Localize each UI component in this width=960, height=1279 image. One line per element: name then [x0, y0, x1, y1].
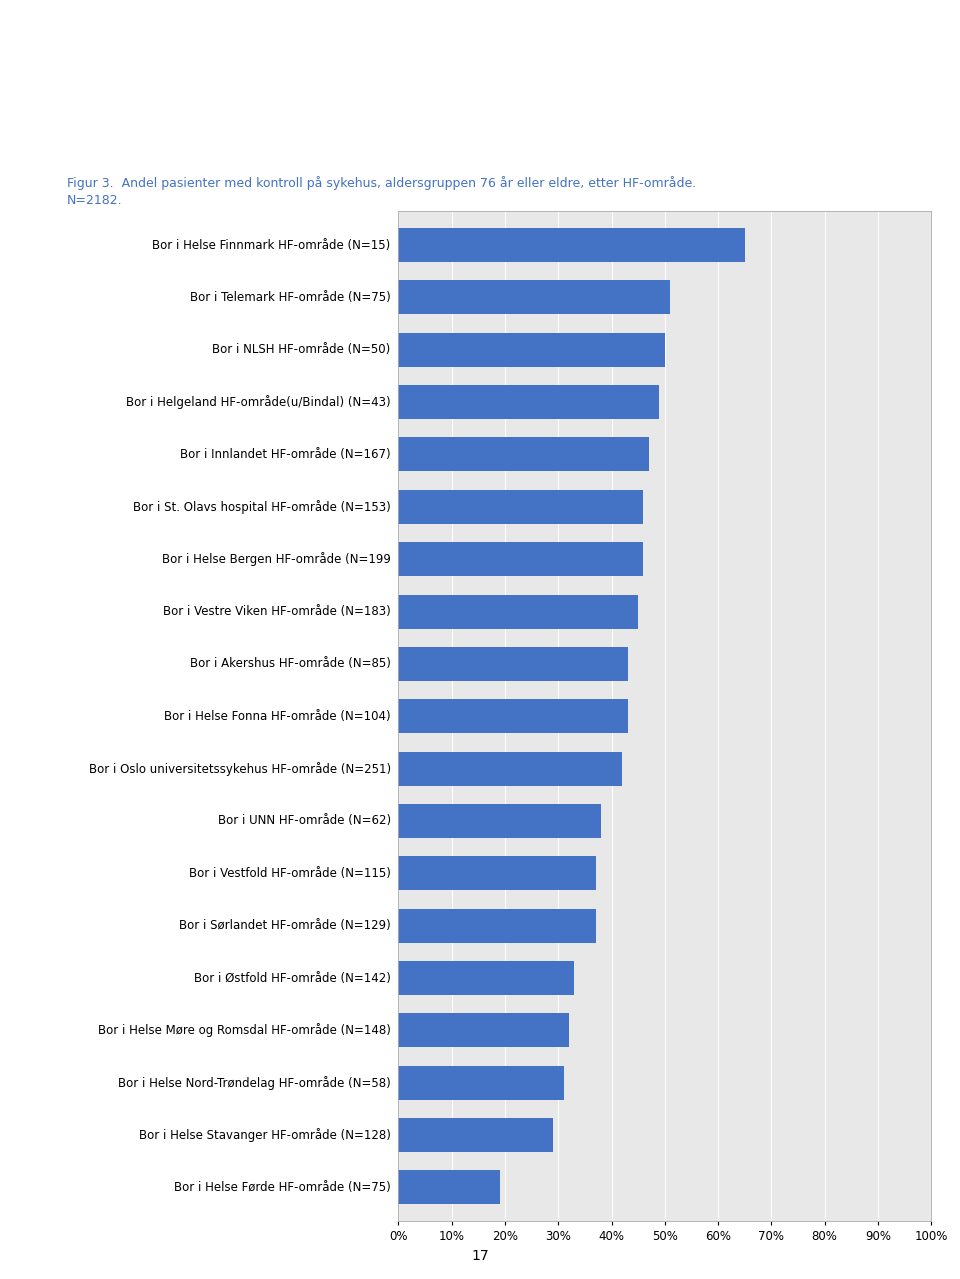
- Bar: [398, 961, 574, 995]
- Bar: [398, 647, 628, 680]
- Bar: [398, 333, 664, 367]
- Bar: [398, 752, 622, 785]
- Bar: [398, 1013, 569, 1048]
- Bar: [398, 437, 649, 472]
- Text: Bor i Helse Stavanger HF-område (N=128): Bor i Helse Stavanger HF-område (N=128): [139, 1128, 391, 1142]
- Bar: [398, 1170, 499, 1205]
- Text: Bor i Helse Møre og Romsdal HF-område (N=148): Bor i Helse Møre og Romsdal HF-område (N…: [98, 1023, 391, 1037]
- Bar: [398, 1065, 564, 1100]
- Text: Bor i NLSH HF-område (N=50): Bor i NLSH HF-område (N=50): [212, 343, 391, 357]
- Text: Bor i Helse Nord-Trøndelag HF-område (N=58): Bor i Helse Nord-Trøndelag HF-område (N=…: [118, 1076, 391, 1090]
- Text: Bor i Helse Finnmark HF-område (N=15): Bor i Helse Finnmark HF-område (N=15): [153, 239, 391, 252]
- Text: 17: 17: [471, 1250, 489, 1262]
- Bar: [398, 595, 638, 628]
- Bar: [398, 908, 595, 943]
- Text: Bor i Innlandet HF-område (N=167): Bor i Innlandet HF-område (N=167): [180, 448, 391, 460]
- Text: Bor i Sørlandet HF-område (N=129): Bor i Sørlandet HF-område (N=129): [179, 920, 391, 932]
- Bar: [398, 280, 670, 315]
- Text: Bor i Helse Bergen HF-område (N=199: Bor i Helse Bergen HF-område (N=199: [162, 553, 391, 567]
- Bar: [398, 228, 745, 262]
- Text: Bor i UNN HF-område (N=62): Bor i UNN HF-område (N=62): [218, 815, 391, 828]
- Text: Bor i Helse Fonna HF-område (N=104): Bor i Helse Fonna HF-område (N=104): [164, 710, 391, 723]
- Text: Bor i Akershus HF-område (N=85): Bor i Akershus HF-område (N=85): [190, 657, 391, 670]
- Bar: [398, 1118, 553, 1152]
- Bar: [398, 542, 643, 577]
- Bar: [398, 856, 595, 890]
- Bar: [398, 804, 601, 838]
- Bar: [398, 700, 628, 733]
- Text: Figur 3.  Andel pasienter med kontroll på sykehus, aldersgruppen 76 år eller eld: Figur 3. Andel pasienter med kontroll på…: [67, 177, 696, 191]
- Bar: [398, 385, 660, 420]
- Bar: [398, 490, 643, 524]
- Text: Bor i St. Olavs hospital HF-område (N=153): Bor i St. Olavs hospital HF-område (N=15…: [133, 500, 391, 514]
- Text: Bor i Østfold HF-område (N=142): Bor i Østfold HF-område (N=142): [194, 972, 391, 985]
- Text: Bor i Oslo universitetssykehus HF-område (N=251): Bor i Oslo universitetssykehus HF-område…: [88, 761, 391, 775]
- Text: Bor i Helgeland HF-område(u/Bindal) (N=43): Bor i Helgeland HF-område(u/Bindal) (N=4…: [126, 395, 391, 409]
- Text: N=2182.: N=2182.: [67, 194, 123, 207]
- Text: Bor i Vestre Viken HF-område (N=183): Bor i Vestre Viken HF-område (N=183): [163, 605, 391, 618]
- Text: Bor i Vestfold HF-område (N=115): Bor i Vestfold HF-område (N=115): [189, 867, 391, 880]
- Text: Bor i Helse Førde HF-område (N=75): Bor i Helse Førde HF-område (N=75): [174, 1181, 391, 1193]
- Text: Bor i Telemark HF-område (N=75): Bor i Telemark HF-område (N=75): [190, 290, 391, 304]
